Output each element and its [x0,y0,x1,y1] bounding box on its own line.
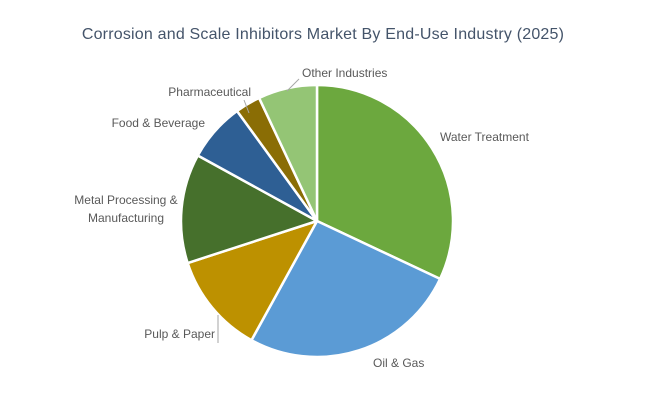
slice-label-metal-processing-manufacturing: Metal Processing & Manufacturing [74,193,177,225]
slice-label-food-beverage: Food & Beverage [112,116,206,130]
chart-title: Corrosion and Scale Inhibitors Market By… [81,26,565,43]
pie-slice-metal-processing-manufacturing[interactable] [179,154,319,265]
slice-label-oil-gas: Oil & Gas [373,356,424,370]
pie-slice-pulp-paper[interactable] [186,219,319,342]
slice-label-pulp-paper: Pulp & Paper [144,327,215,341]
slice-label-water-treatment: Water Treatment [440,130,530,144]
leader-line-pharmaceutical [243,99,250,114]
pie-slice-water-treatment[interactable] [315,83,455,281]
slice-label-other-industries: Other Industries [302,66,387,80]
slice-label-pharmaceutical: Pharmaceutical [168,85,251,99]
pie-slice-other-industries[interactable] [257,83,319,223]
leader-line-other-industries [286,78,300,92]
